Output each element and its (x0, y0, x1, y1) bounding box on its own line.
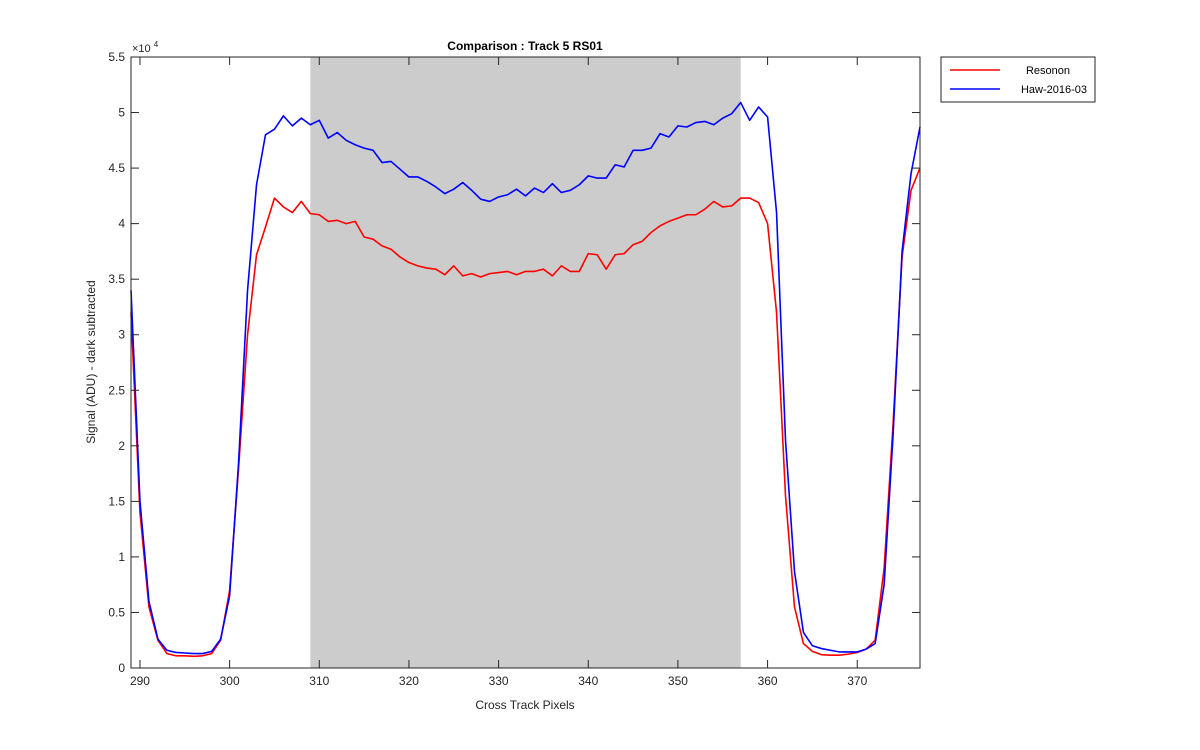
y-tick-label-8: 4 (118, 217, 125, 231)
y-tick-label-2: 1 (118, 550, 125, 564)
y-exponent-base: ×10 (132, 43, 151, 55)
x-tick-label-0: 290 (130, 674, 150, 688)
series-line-1 (130, 101, 921, 655)
y-exponent-power: 4 (154, 40, 159, 49)
legend: Resonon Haw-2016-03 (940, 56, 1096, 103)
x-tick-label-4: 330 (489, 674, 509, 688)
y-exponent-label: ×10 4 (132, 40, 159, 55)
x-tick-label-5: 340 (578, 674, 598, 688)
x-tick-label-1: 300 (220, 674, 240, 688)
x-tick-label-7: 360 (758, 674, 778, 688)
y-tick-label-9: 4.5 (108, 161, 125, 175)
y-tick-label-4: 2 (118, 439, 125, 453)
y-tick-label-10: 5 (118, 106, 125, 120)
y-tick-label-0: 0 (118, 661, 125, 675)
y-tick-label-11: 5.5 (108, 50, 125, 64)
x-tick-label-6: 350 (668, 674, 688, 688)
chart-title: Comparison : Track 5 RS01 (447, 39, 603, 53)
x-axis-label: Cross Track Pixels (475, 698, 574, 712)
y-tick-label-5: 2.5 (108, 383, 125, 397)
shaded-region (310, 57, 741, 668)
series-line-0 (130, 167, 921, 658)
legend-label-resonon: Resonon (1026, 65, 1070, 77)
y-tick-label-7: 3.5 (108, 272, 125, 286)
axes-box (130, 56, 921, 669)
x-tick-label-3: 320 (399, 674, 419, 688)
legend-label-haw: Haw-2016-03 (1021, 84, 1087, 96)
y-tick-label-3: 1.5 (108, 494, 125, 508)
y-axis-label: Signal (ADU) - dark subtracted (84, 280, 98, 443)
legend-box (940, 56, 1096, 103)
y-tick-label-6: 3 (118, 328, 125, 342)
x-tick-label-8: 370 (847, 674, 867, 688)
y-tick-label-1: 0.5 (108, 605, 125, 619)
x-tick-label-2: 310 (309, 674, 329, 688)
